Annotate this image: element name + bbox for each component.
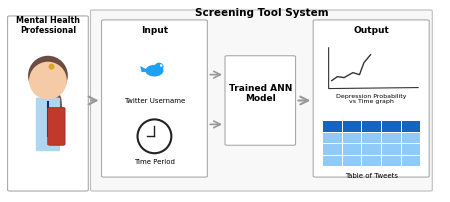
Bar (322, 144, 342, 155)
Bar (342, 121, 361, 132)
Bar (361, 144, 381, 155)
Bar (381, 155, 400, 166)
FancyBboxPatch shape (225, 56, 296, 145)
Ellipse shape (145, 65, 163, 77)
Ellipse shape (138, 120, 171, 154)
Text: Table of Tweets: Table of Tweets (345, 172, 398, 178)
FancyBboxPatch shape (36, 98, 60, 152)
Ellipse shape (49, 64, 54, 70)
FancyBboxPatch shape (90, 11, 432, 191)
Text: Screening Tool System: Screening Tool System (194, 8, 328, 18)
Bar (400, 121, 420, 132)
FancyArrowPatch shape (54, 89, 58, 118)
Bar (400, 155, 420, 166)
Bar (400, 132, 420, 144)
Polygon shape (140, 67, 148, 73)
Bar (361, 155, 381, 166)
Bar (322, 121, 342, 132)
Bar (322, 155, 342, 166)
Text: Twitter Username: Twitter Username (124, 97, 185, 103)
Bar (381, 144, 400, 155)
Bar (342, 155, 361, 166)
Ellipse shape (28, 56, 68, 96)
Text: Output: Output (353, 26, 389, 35)
Ellipse shape (146, 70, 160, 76)
Bar (400, 144, 420, 155)
Bar (361, 121, 381, 132)
Bar (381, 132, 400, 144)
Text: Trained ANN
Model: Trained ANN Model (229, 83, 292, 103)
Text: Time Period: Time Period (134, 158, 175, 164)
Bar (342, 144, 361, 155)
Text: Mental Health
Professional: Mental Health Professional (16, 16, 80, 35)
FancyBboxPatch shape (313, 21, 429, 177)
FancyBboxPatch shape (102, 21, 207, 177)
FancyBboxPatch shape (8, 17, 88, 191)
Bar (342, 132, 361, 144)
Ellipse shape (154, 63, 164, 72)
Ellipse shape (29, 62, 67, 100)
Bar (322, 132, 342, 144)
Bar (361, 132, 381, 144)
Text: Depression Probability
vs Time graph: Depression Probability vs Time graph (336, 93, 406, 104)
Polygon shape (164, 67, 170, 70)
FancyBboxPatch shape (48, 108, 65, 145)
Text: Input: Input (141, 26, 168, 35)
Bar (381, 121, 400, 132)
Ellipse shape (160, 65, 162, 67)
